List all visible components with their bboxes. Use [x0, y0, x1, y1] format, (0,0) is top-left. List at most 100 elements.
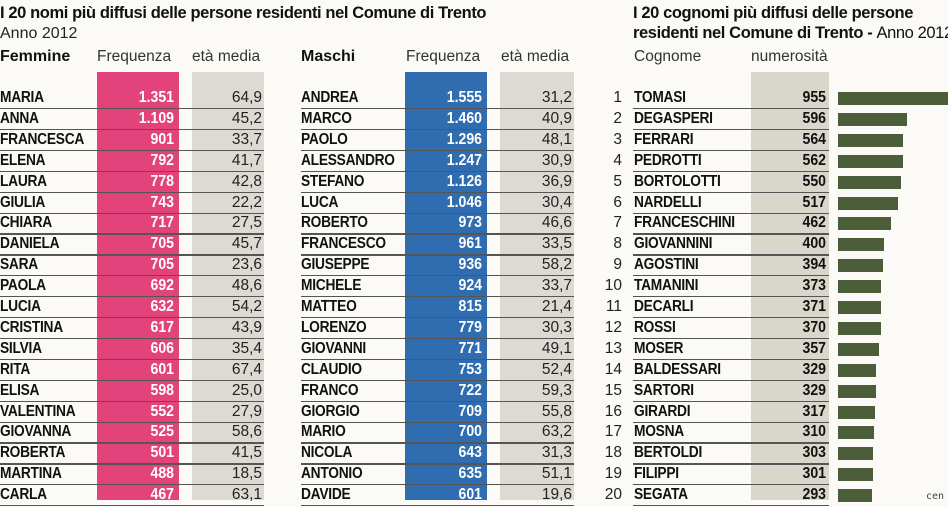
- female-row-line: [0, 191, 264, 193]
- surname: MOSER: [634, 339, 684, 357]
- male-frequency: 643: [458, 444, 482, 462]
- male-mean-age: 30,9: [541, 151, 572, 169]
- male-name: FRANCESCO: [301, 235, 386, 253]
- surname-row-line: [633, 317, 829, 319]
- male-name: GIORGIO: [301, 402, 360, 420]
- male-mean-age: 33,5: [541, 235, 572, 253]
- male-name: STEFANO: [301, 172, 365, 190]
- surname-row-line: [633, 296, 829, 298]
- surname: PEDROTTI: [634, 151, 702, 169]
- female-mean-age: 33,7: [231, 130, 262, 148]
- female-name: DANIELA: [0, 235, 60, 253]
- surname-rank: 18: [604, 444, 622, 462]
- male-frequency: 815: [458, 298, 482, 315]
- male-name: MARIO: [301, 423, 346, 441]
- surname-count: 357: [802, 339, 826, 357]
- surname-rank: 10: [604, 277, 622, 295]
- female-row-line: [0, 233, 264, 235]
- female-frequency: 705: [150, 235, 174, 253]
- surname: MOSNA: [634, 423, 684, 441]
- surname-row-line: [633, 358, 829, 361]
- female-mean-age: 41,7: [231, 151, 262, 169]
- male-frequency: 601: [458, 486, 482, 504]
- male-frequency: 1.247: [446, 151, 482, 169]
- female-name: ELENA: [0, 151, 46, 169]
- male-mean-age: 63,2: [541, 423, 572, 441]
- surname-header: Cognome: [634, 48, 702, 65]
- surname: BERTOLDI: [634, 444, 703, 462]
- female-row-line: [0, 358, 264, 361]
- surname-row-line: [633, 191, 829, 193]
- male-row-line: [301, 421, 574, 423]
- male-mean-age: 58,2: [541, 256, 572, 274]
- surname-count: 329: [802, 360, 826, 378]
- female-name: PAOLA: [0, 277, 46, 295]
- male-frequency: 1.126: [446, 172, 482, 190]
- surname-rank: 7: [613, 214, 622, 232]
- male-row-line: [301, 170, 574, 172]
- female-frequency: 901: [150, 130, 174, 148]
- surname-count: 564: [802, 130, 826, 148]
- female-frequency: 778: [150, 172, 174, 190]
- surname-count: 462: [802, 214, 826, 232]
- female-row-line: [0, 254, 264, 256]
- female-name: GIULIA: [0, 193, 46, 211]
- male-frequency: 936: [458, 256, 482, 274]
- female-mean-age: 18,5: [231, 465, 262, 483]
- male-freq-column: [405, 72, 487, 500]
- surname-rank: 1: [613, 89, 622, 106]
- surname-rank: 9: [613, 256, 622, 274]
- male-mean-age: 55,8: [541, 402, 572, 420]
- male-frequency: 635: [458, 465, 482, 483]
- surname-row-line: [633, 505, 829, 507]
- surname: DEGASPERI: [634, 109, 713, 127]
- female-name: SILVIA: [0, 339, 42, 357]
- names-subtitle: Anno 2012: [0, 25, 78, 42]
- male-name: FRANCO: [301, 381, 359, 399]
- male-name: GIOVANNI: [301, 339, 366, 357]
- surname-count: 303: [802, 444, 826, 462]
- surname-row-line: [633, 212, 829, 214]
- male-name: CLAUDIO: [301, 360, 362, 378]
- female-frequency: 467: [150, 486, 174, 504]
- surname-rank: 20: [604, 486, 622, 504]
- credit-text: cen: [926, 491, 945, 502]
- female-age-header: età media: [192, 48, 261, 65]
- female-row-line: [0, 421, 264, 423]
- male-name: MATTEO: [301, 298, 357, 315]
- male-mean-age: 31,2: [541, 89, 572, 106]
- male-frequency: 1.555: [446, 89, 482, 106]
- surname-bar: [838, 489, 872, 503]
- surname-bar: [838, 301, 881, 314]
- female-frequency: 552: [150, 402, 174, 420]
- female-mean-age: 22,2: [231, 193, 262, 211]
- female-mean-age: 67,4: [231, 360, 262, 378]
- surname: GIOVANNINI: [634, 235, 713, 253]
- surname-row-line: [633, 149, 829, 152]
- surname-bar: [838, 321, 881, 335]
- male-row-line: [301, 254, 574, 256]
- surname-row-line: [633, 421, 829, 423]
- male-name: NICOLA: [301, 444, 353, 462]
- surname-bar: [838, 342, 879, 356]
- male-mean-age: 59,3: [541, 381, 572, 399]
- male-name: MICHELE: [301, 277, 362, 295]
- surname-bar: [838, 154, 903, 168]
- male-name: PAOLO: [301, 130, 348, 148]
- female-mean-age: 54,2: [231, 298, 262, 315]
- female-name: LAURA: [0, 172, 47, 190]
- female-row-line: [0, 317, 264, 319]
- surname-count: 550: [802, 172, 826, 190]
- surname-count: 955: [802, 89, 826, 106]
- surname-row-line: [633, 128, 829, 131]
- male-mean-age: 48,1: [541, 130, 572, 148]
- female-mean-age: 35,4: [231, 339, 262, 357]
- surname: AGOSTINI: [634, 256, 699, 274]
- surname-bar: [838, 405, 875, 419]
- surname: SEGATA: [634, 486, 688, 504]
- surname-bar: [838, 363, 876, 377]
- surname-rank: 5: [613, 172, 622, 190]
- count-column: [751, 72, 829, 500]
- surnames-title-bold: residenti nel Comune di Trento -: [633, 24, 877, 42]
- female-row-line: [0, 296, 264, 298]
